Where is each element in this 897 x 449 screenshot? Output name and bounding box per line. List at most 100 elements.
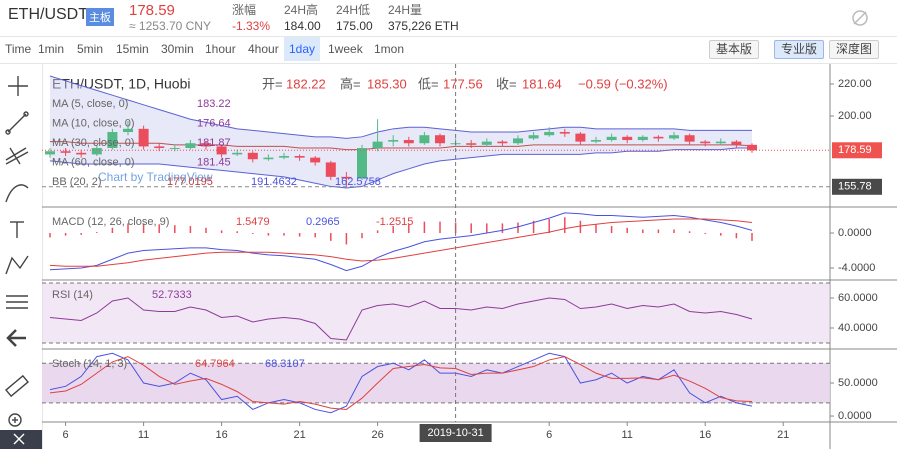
crosshair-box	[419, 424, 492, 442]
brush-tool[interactable]	[5, 184, 29, 203]
candle-body	[325, 162, 336, 177]
candle-body	[76, 152, 87, 155]
settings-icon[interactable]	[850, 8, 870, 28]
candle-body	[388, 140, 399, 142]
zoom-tool[interactable]	[8, 413, 22, 427]
study-value: 183.22	[197, 98, 231, 110]
crosshair-tool[interactable]	[8, 76, 28, 96]
pattern-tool[interactable]	[5, 255, 29, 275]
view-button[interactable]: 基本版	[709, 40, 760, 59]
y-tick-label: 0.0000	[838, 410, 872, 422]
interval-button[interactable]: Time	[5, 42, 32, 56]
x-tick-label: 21	[293, 429, 305, 441]
rsi-line	[49, 297, 753, 341]
y-tick-label: 220.00	[838, 78, 872, 90]
x-tick-label: 16	[699, 429, 711, 441]
interval-button[interactable]: 30min	[161, 42, 194, 56]
measure-tool[interactable]	[6, 295, 28, 309]
legend-open-label: 开=	[262, 76, 283, 91]
x-tick-label: 6	[546, 429, 552, 441]
candle-body	[185, 143, 196, 149]
candle-body	[232, 152, 243, 155]
y-tick-label: 0.0000	[838, 227, 872, 239]
pane-readout: 68.3107	[265, 358, 305, 370]
bb-lower	[49, 147, 752, 189]
study-value: 162.5758	[335, 176, 381, 188]
study-value: 176.64	[197, 117, 231, 129]
candle-body	[91, 148, 102, 155]
tool-icons	[0, 76, 42, 449]
candle-body	[466, 143, 477, 145]
stat-label: 24H量	[388, 3, 423, 17]
fork-tool[interactable]	[5, 147, 29, 165]
candle-body	[403, 140, 414, 144]
interval-button[interactable]: 4hour	[248, 42, 279, 56]
stat-value: 175.00	[336, 19, 373, 33]
price: 178.59	[129, 2, 175, 19]
pane-name: MACD (12, 26, close, 9)	[52, 216, 169, 228]
candle-body	[684, 135, 695, 142]
pane-name: RSI (14)	[52, 289, 93, 301]
legend-high: 185.30	[367, 76, 407, 91]
pane-readout: 1.5479	[236, 216, 270, 228]
collapse-button[interactable]	[0, 430, 42, 449]
pane-name: Stoch (14, 1, 3)	[52, 358, 127, 370]
study-name: MA (60, close, 0)	[52, 156, 135, 168]
candle-body	[715, 141, 726, 144]
watermark: Chart by TradingView	[98, 170, 213, 184]
collapse-icon[interactable]	[13, 433, 25, 445]
view-button[interactable]: 专业版	[774, 40, 825, 59]
study-value: 177.0195	[167, 176, 213, 188]
candle-body	[138, 128, 149, 147]
text-tool[interactable]	[10, 221, 24, 238]
badge: 主板	[86, 8, 114, 26]
interval-button[interactable]: 1mon	[374, 42, 405, 56]
y-tick-label: -4.0000	[838, 262, 875, 274]
stat-label: 24H高	[284, 3, 319, 17]
candle-body	[169, 148, 180, 150]
interval-button[interactable]: 1min	[38, 42, 65, 56]
interval-button[interactable]: 1week	[328, 42, 363, 56]
pane-readout: 52.7333	[152, 289, 192, 301]
study-value: 191.4632	[251, 176, 297, 188]
interval-button[interactable]: 1day	[284, 37, 321, 61]
band-fill	[42, 283, 830, 343]
signal-line	[49, 218, 753, 267]
back-tool[interactable]	[6, 329, 26, 347]
candle-body	[310, 157, 321, 163]
candle-body	[263, 157, 274, 160]
x-tick-label: 6	[63, 429, 69, 441]
view-button[interactable]: 深度图	[829, 40, 880, 59]
y-tick-label: 60.0000	[838, 292, 878, 304]
x-tick-label: 11	[621, 429, 632, 441]
stat: 24H低 175.00	[336, 2, 373, 34]
pane-readout: 0.2965	[306, 216, 340, 228]
candle-body	[357, 148, 367, 179]
interval-button[interactable]: 5min	[77, 42, 104, 56]
interval-button[interactable]: 1hour	[205, 42, 236, 56]
trendline-tool[interactable]	[5, 111, 29, 135]
legend-low: 177.56	[443, 76, 483, 91]
legend-low-label: 低=	[418, 76, 439, 91]
candle-body	[60, 151, 71, 153]
candle-body	[731, 141, 742, 145]
y-tick-label: 50.0000	[838, 377, 878, 389]
bb-upper	[49, 75, 752, 139]
stat-label: 涨幅	[232, 3, 257, 17]
x-tick-label: 21	[777, 429, 789, 441]
x-tick-label: 16	[215, 429, 227, 441]
macd-line	[49, 212, 753, 272]
interval-button[interactable]: 15min	[116, 42, 149, 56]
candle-body	[653, 136, 664, 139]
header: ETH/USDT 主板 178.59 ≈ 1253.70 CNY 涨幅 -1.33…	[0, 0, 897, 37]
pane-readout: 64.7964	[195, 358, 235, 370]
x-tick-label: 26	[371, 429, 383, 441]
cny-price: ≈ 1253.70 CNY	[129, 19, 211, 33]
candle-body	[606, 136, 617, 141]
y-tick-label: 200.00	[838, 110, 872, 122]
legend-close-label: 收=	[496, 76, 517, 91]
ruler-tool[interactable]	[5, 374, 29, 398]
legend-close: 181.64	[522, 76, 562, 91]
stat: 24H量 375,226 ETH	[388, 2, 459, 34]
